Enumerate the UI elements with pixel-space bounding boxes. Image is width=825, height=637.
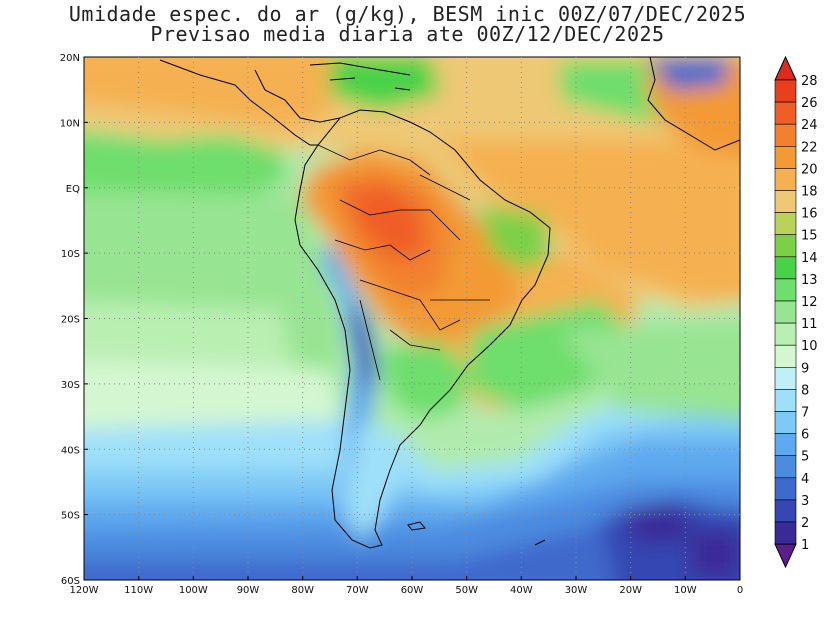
colorbar-swatch — [774, 101, 797, 125]
colorbar-swatch — [774, 300, 797, 324]
map-title-line1: Umidade espec. do ar (g/kg), BESM inic 0… — [68, 2, 747, 26]
colorbar-swatch — [774, 168, 797, 191]
colorbar-swatch — [774, 389, 797, 412]
colorbar-level-label: 18 — [801, 185, 818, 200]
lon-tick-label: 30W — [565, 585, 588, 596]
lat-tick-label: 10S — [61, 249, 80, 260]
lat-tick-label: 10N — [60, 118, 80, 129]
colorbar-swatch — [774, 433, 797, 457]
lat-tick-label: 40S — [61, 445, 80, 456]
colorbar-level-label: 4 — [801, 472, 809, 487]
lat-tick-label: 50S — [61, 511, 80, 522]
colorbar-level-label: 10 — [801, 339, 818, 354]
colorbar-swatch — [774, 123, 797, 147]
lat-tick-label: 20N — [60, 53, 80, 64]
colorbar-swatch — [774, 322, 797, 346]
colorbar-swatch — [774, 256, 797, 280]
colorbar-level-label: 6 — [801, 428, 809, 443]
south-georgia-coast — [534, 539, 546, 546]
lon-tick-label: 60W — [401, 585, 424, 596]
africa-coast — [647, 57, 740, 151]
colorbar-swatch — [774, 344, 797, 368]
colorbar-swatch — [774, 499, 797, 523]
colorbar-level-label: 16 — [801, 207, 818, 222]
colorbar-level-label: 9 — [801, 361, 809, 376]
colorbar-level-label: 12 — [801, 295, 818, 310]
lon-tick-label: 0 — [737, 585, 743, 596]
colorbar-level-label: 28 — [801, 74, 818, 89]
coastlines — [159, 57, 740, 549]
colorbar-swatch — [774, 455, 797, 479]
lat-tick-label: 60S — [61, 576, 80, 587]
colorbar-level-label: 7 — [801, 406, 809, 421]
colorbar-level-label: 13 — [801, 273, 818, 288]
colorbar-level-label: 15 — [801, 229, 818, 244]
colorbar-swatch — [774, 477, 797, 501]
lon-tick-label: 80W — [291, 585, 314, 596]
lon-tick-label: 110W — [124, 585, 153, 596]
falklands-coast — [407, 521, 426, 531]
colorbar-swatch — [774, 366, 797, 390]
axis-ticks: 120W 110W 100W 90W 80W 70W 60W 50W 40W 30W 20W 10W 0… — [60, 53, 743, 596]
colorbar-under-triangle — [774, 543, 797, 569]
lon-tick-label: 120W — [70, 585, 99, 596]
lon-tick-label: 40W — [510, 585, 533, 596]
colorbar-level-label: 1 — [801, 538, 809, 553]
colorbar-level-label: 2 — [801, 516, 809, 531]
lat-tick-label: 30S — [61, 380, 80, 391]
map-title-line2: Previsao media diaria ate 00Z/12/DEC/202… — [150, 22, 665, 46]
lon-tick-label: 100W — [179, 585, 208, 596]
colorbar-swatch — [774, 521, 797, 545]
colorbar-swatch — [774, 411, 797, 434]
lon-tick-label: 10W — [674, 585, 697, 596]
colorbar-level-label: 20 — [801, 162, 818, 177]
colorbar-level-label: 8 — [801, 383, 809, 398]
lat-tick-label: EQ — [66, 184, 80, 195]
colorbar-swatch — [774, 212, 797, 236]
colorbar-level-label: 5 — [801, 450, 809, 465]
lon-tick-label: 70W — [346, 585, 369, 596]
colorbar-level-label: 22 — [801, 140, 818, 155]
colorbar-level-label: 14 — [801, 251, 818, 266]
colorbar-swatch — [774, 190, 797, 213]
colorbar-level-label: 24 — [801, 118, 818, 133]
colorbar: 28 26 24 22 20 18 16 15 14 13 12 11 10 9 8 7 6 5 4 3 2 1 — [774, 55, 818, 569]
lat-tick-label: 20S — [61, 315, 80, 326]
colorbar-swatch — [774, 79, 797, 103]
colorbar-over-triangle — [774, 55, 797, 81]
south-america-coast — [294, 109, 551, 549]
colorbar-swatch — [774, 278, 797, 302]
caribbean-coast — [309, 62, 411, 91]
colorbar-level-label: 26 — [801, 96, 818, 111]
country-borders — [317, 144, 490, 381]
gridlines — [84, 57, 740, 580]
lon-tick-label: 20W — [619, 585, 642, 596]
lon-tick-label: 90W — [237, 585, 260, 596]
colorbar-swatch — [774, 234, 797, 258]
colorbar-level-label: 3 — [801, 494, 809, 509]
colorbar-swatch — [774, 146, 797, 169]
central-america-coast — [159, 59, 341, 146]
lon-tick-label: 50W — [455, 585, 478, 596]
humidity-field — [84, 57, 740, 580]
colorbar-level-label: 11 — [801, 317, 818, 332]
